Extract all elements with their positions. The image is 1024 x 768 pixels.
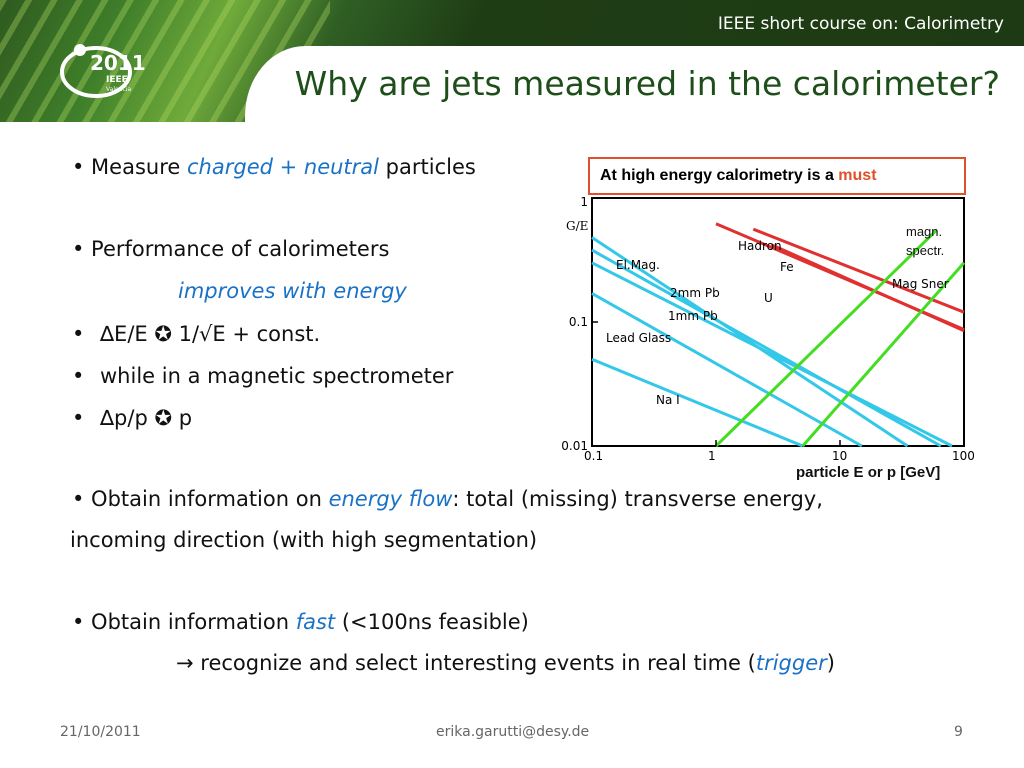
logo-city: Valencia <box>106 86 131 93</box>
bullet-energy-flow: • Obtain information on energy flow: tot… <box>72 487 823 511</box>
series-line-4 <box>591 248 942 448</box>
x-tick-label-0: 0.1 <box>584 449 603 463</box>
label-nai: Na I <box>656 393 680 407</box>
logo-ieee: IEEE <box>106 75 128 85</box>
x-tick-label-3: 100 <box>952 449 974 463</box>
callout-box: At high energy calorimetry is a must <box>588 157 966 195</box>
series-line-8 <box>714 229 938 448</box>
y-tick-label-0: 0.01 <box>561 439 588 453</box>
bullet-performance: • Performance of calorimeters <box>72 237 390 261</box>
label-magsner: Mag Sner <box>892 277 949 291</box>
course-title: IEEE short course on: Calorimetry <box>717 14 1004 34</box>
footer-date: 21/10/2011 <box>60 724 141 740</box>
chart-ylabel: G/E <box>566 219 588 233</box>
series-line-5 <box>591 261 953 448</box>
label-elmag: El.Mag. <box>616 258 660 272</box>
label-hadron: Hadron <box>738 239 782 253</box>
series-line-2 <box>770 243 965 333</box>
label-fe: Fe <box>780 260 794 274</box>
magn-spectr-note: magn. spectr. <box>906 224 945 258</box>
bullet-fast: • Obtain information fast (<100ns feasib… <box>72 610 529 634</box>
y-tick-label-2: 1 <box>580 195 588 209</box>
series-line-1 <box>752 227 965 314</box>
bullet-magnetic: • while in a magnetic spectrometer <box>72 364 454 388</box>
series-line-6 <box>591 292 863 448</box>
chart-xlabel: particle E or p [GeV] <box>796 464 941 481</box>
label-1mmpb: 1mm Pb <box>668 309 718 323</box>
x-tick-label-2: 10 <box>832 449 847 463</box>
bullet-momentum-resolution: • ∆p/p ✪ p <box>72 406 193 430</box>
x-tick-label-1: 1 <box>708 449 716 463</box>
bullet-trigger: → recognize and select interesting event… <box>176 651 835 675</box>
series-line-7 <box>591 357 804 448</box>
bullet-performance-em: improves with energy <box>178 279 407 303</box>
y-tick-label-1: 0.1 <box>569 315 588 329</box>
logo-year: 2011 <box>90 51 146 75</box>
series-line-9 <box>801 261 966 447</box>
bullet-measure: • Measure charged + neutral particles <box>72 155 476 179</box>
label-leadglass: Lead Glass <box>606 331 671 345</box>
slide-title: Why are jets measured in the calorimeter… <box>294 64 1000 103</box>
label-u: U <box>764 291 773 305</box>
header-curve <box>245 46 1024 136</box>
footer-page: 9 <box>954 724 963 740</box>
logo: 2011 IEEE Valencia <box>60 44 146 98</box>
bullet-energy-resolution: • ∆E/E ✪ 1/√E + const. <box>72 322 321 346</box>
label-2mmpb: 2mm Pb <box>670 286 720 300</box>
resolution-chart: G/E 0.1 1 10 100 0.01 0.1 1 Hadron Fe U El.Mag… <box>556 180 974 464</box>
bullet-energy-flow-line2: incoming direction (with high segmentati… <box>70 528 538 552</box>
footer-email: erika.garutti@desy.de <box>436 724 590 740</box>
